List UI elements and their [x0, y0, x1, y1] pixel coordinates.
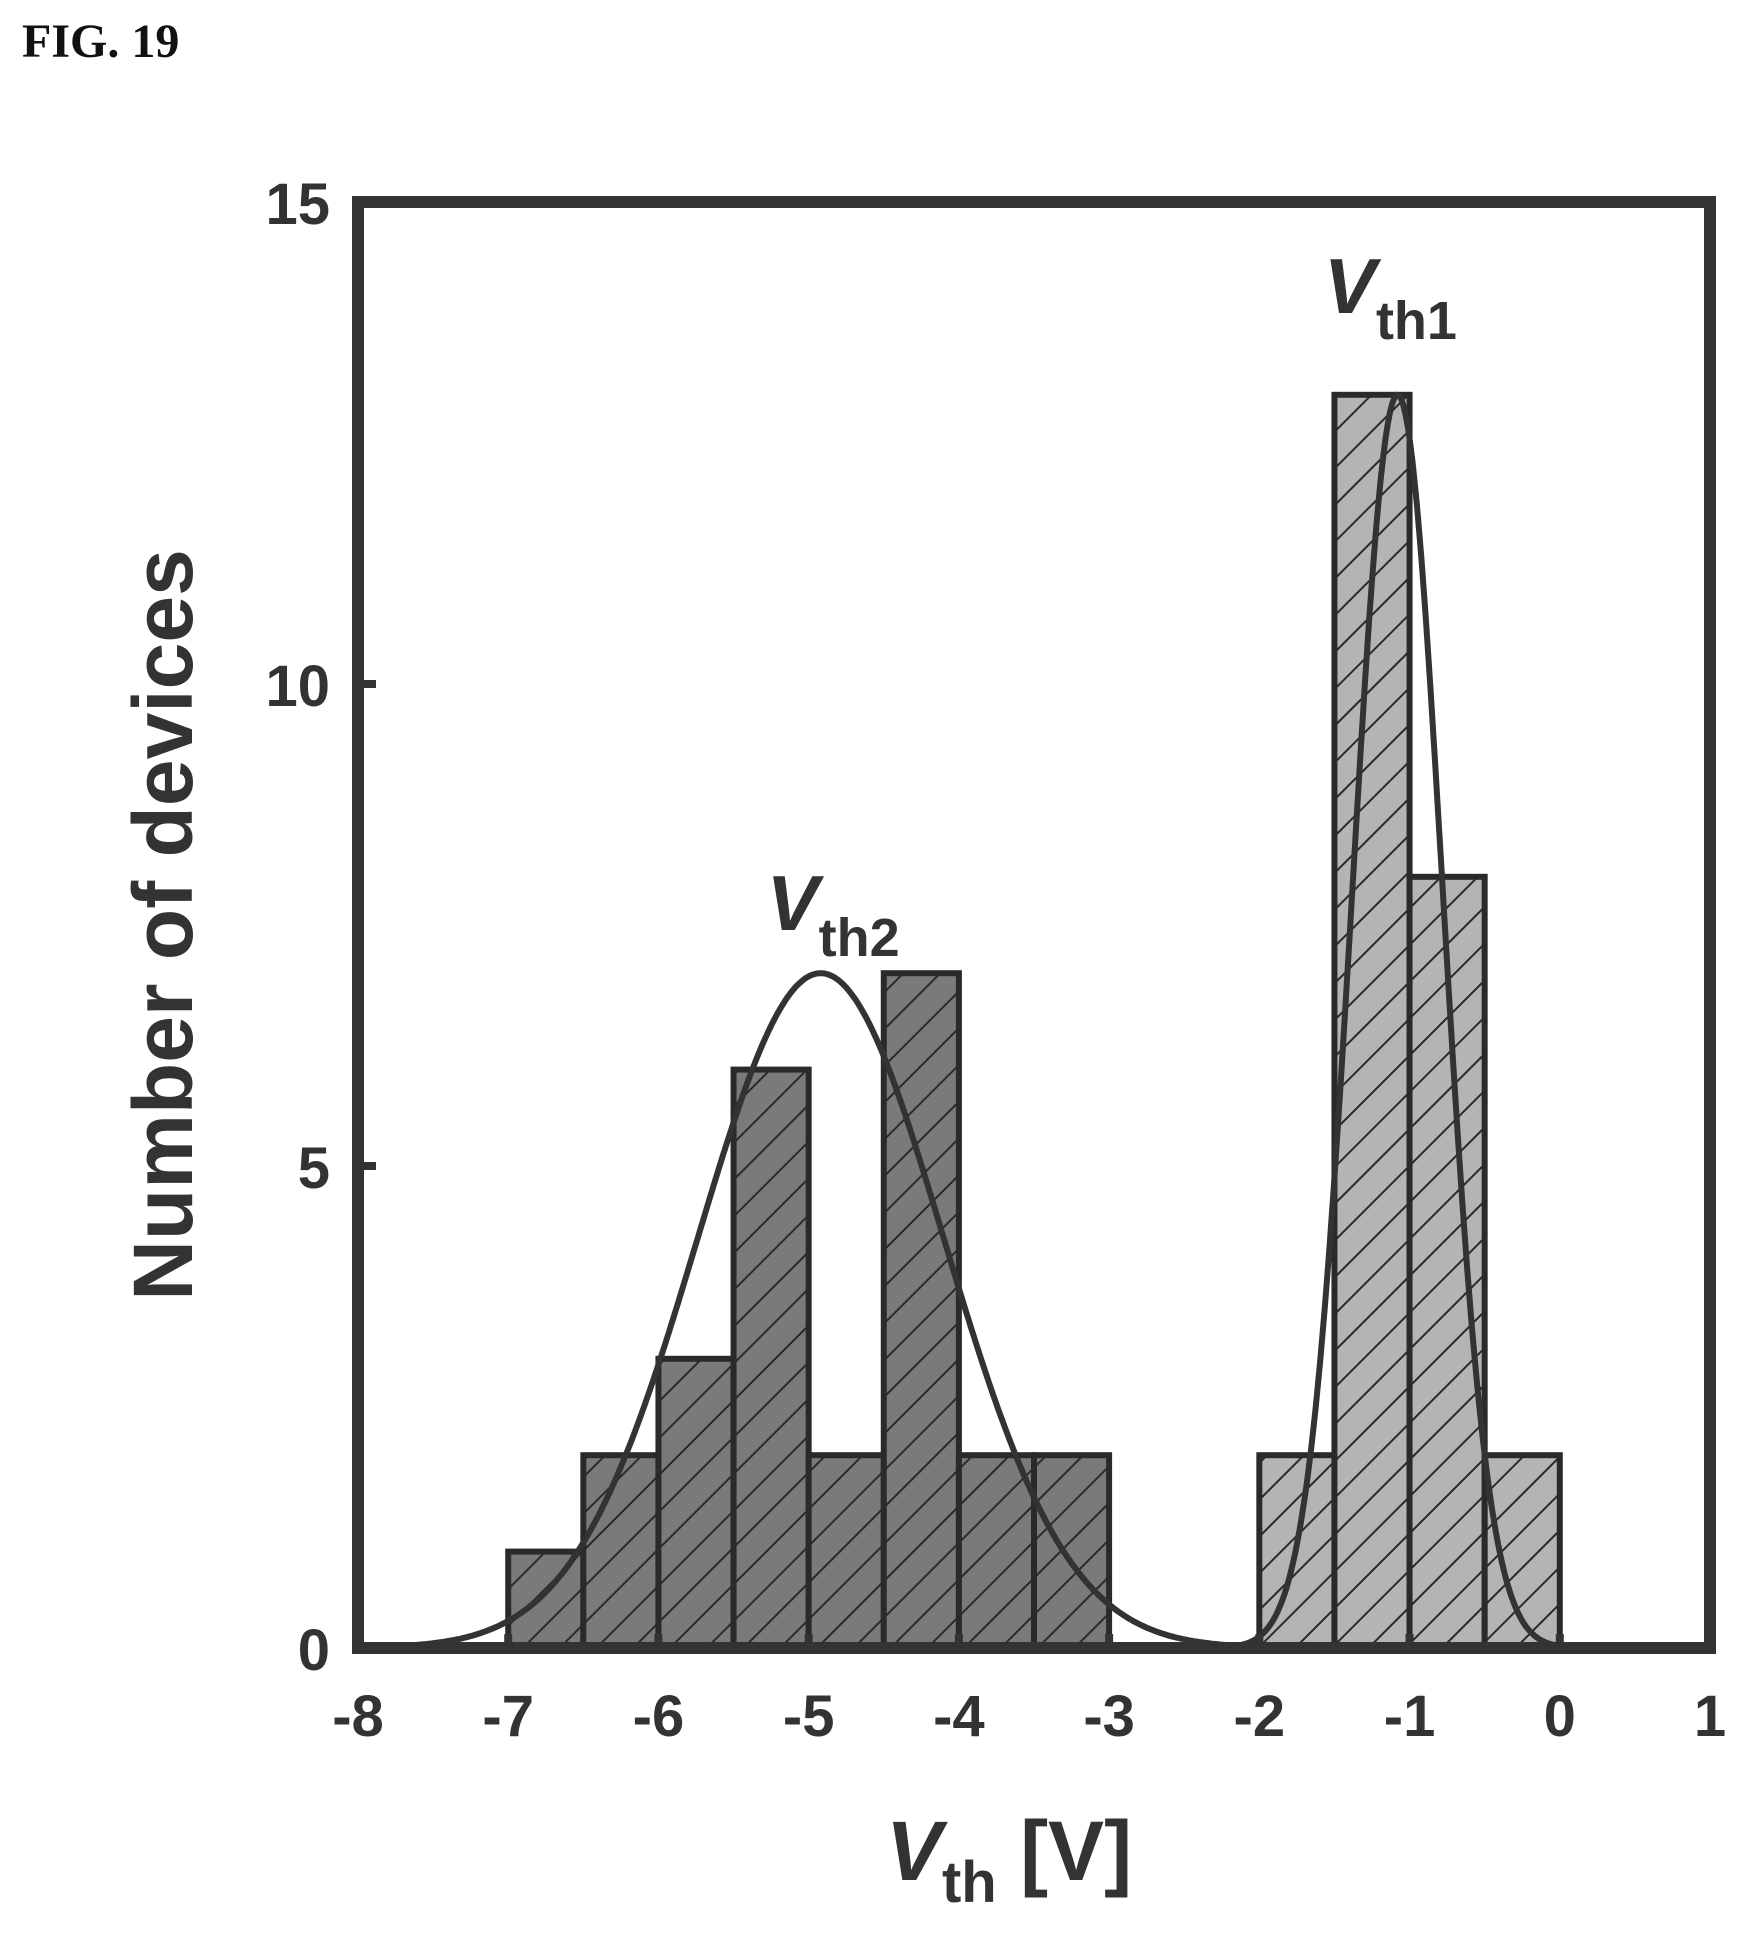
annotations-layer: Vth2 Vth1 [767, 242, 1457, 968]
peak-label-th1: Vth1 [1324, 242, 1457, 351]
bar-s0-6 [955, 1452, 1038, 1651]
x-tick-label: 0 [1544, 1684, 1576, 1749]
x-tick-label: -6 [633, 1684, 685, 1749]
x-tick-label: -7 [482, 1684, 534, 1749]
x-tick-label: -2 [1234, 1684, 1286, 1749]
x-tick-label: -8 [332, 1684, 384, 1749]
bar-s0-5 [880, 970, 962, 1651]
x-tick-label: -5 [783, 1684, 835, 1749]
bar-s0-7 [1031, 1452, 1113, 1651]
bar-s0-4 [805, 1452, 887, 1651]
x-axis-title-sub: th [942, 1850, 997, 1915]
bars-layer [505, 391, 1563, 1652]
bar-s0-2 [655, 1355, 737, 1652]
ticks-layer [354, 198, 1714, 1652]
x-tick-label: 1 [1694, 1684, 1726, 1749]
bar-s0-3 [730, 1066, 812, 1651]
plot-frame [352, 196, 1716, 1654]
x-axis-title-rest: [V] [997, 1804, 1132, 1898]
x-tick-label: -4 [933, 1684, 985, 1749]
bar-s1-1 [1331, 391, 1413, 1651]
x-axis-title: Vth [V] [886, 1804, 1132, 1915]
y-tick-label: 10 [265, 654, 330, 719]
y-tick-label: 5 [298, 1136, 330, 1201]
y-axis-title: Number of devices [116, 549, 210, 1301]
peak-label-th2: Vth2 [767, 859, 900, 968]
bar-s0-1 [580, 1452, 662, 1651]
x-tick-label: -3 [1083, 1684, 1135, 1749]
x-axis-title-main: V [886, 1804, 948, 1898]
figure-label: FIG. 19 [22, 15, 180, 68]
x-tick-label: -1 [1384, 1684, 1436, 1749]
y-tick-label: 0 [298, 1618, 330, 1683]
bar-s0-0 [505, 1548, 587, 1651]
y-tick-label: 15 [265, 172, 330, 237]
